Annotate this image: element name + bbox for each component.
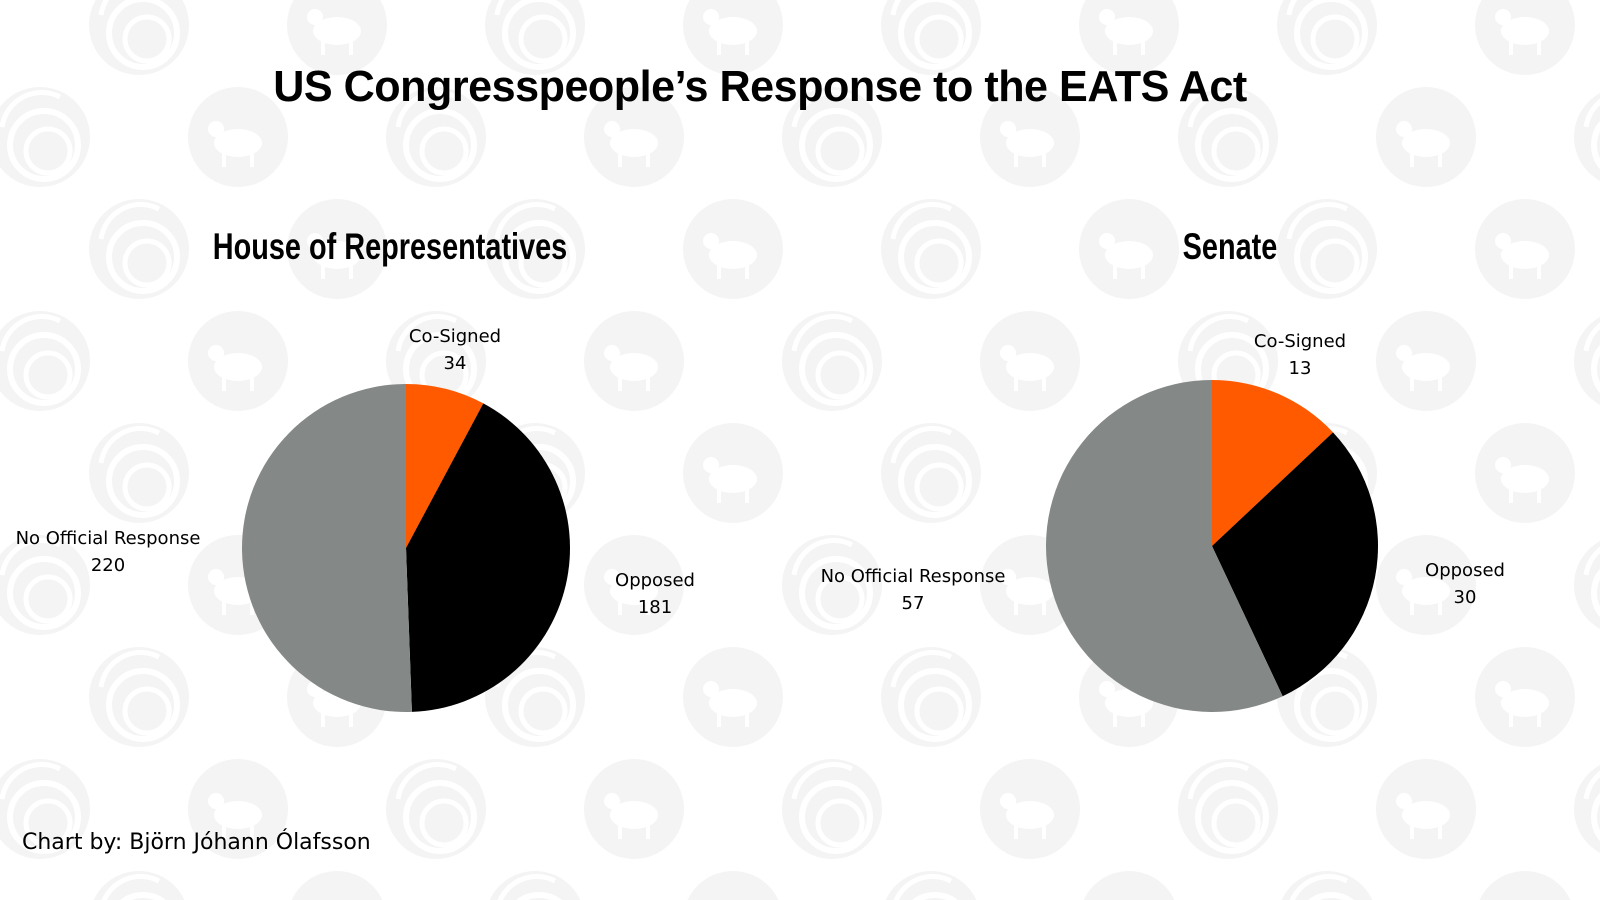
house-label-opposed: Opposed 181 [590,567,720,621]
house-label-co-signed: Co-Signed 34 [380,323,530,377]
house-no-response-value: 220 [90,555,126,576]
senate-opposed-value: 30 [1453,587,1477,608]
house-co-signed-value: 34 [443,353,467,374]
house-opposed-value: 181 [637,597,673,618]
senate-label-co-signed: Co-Signed 13 [1225,328,1375,382]
senate-slice-co-signed[interactable] [1212,380,1334,546]
house-label-no-response: No Official Response 220 [0,525,216,579]
senate-no-response-label: No Official Response [820,566,1006,587]
house-chart-title: House of Representatives [212,226,568,267]
senate-chart-title: Senate [1182,226,1278,267]
chart-title: US Congresspeople’s Response to the EATS… [273,62,1247,111]
house-slice-co-signed[interactable] [406,384,484,548]
senate-label-opposed: Opposed 30 [1400,557,1530,611]
senate-co-signed-value: 13 [1288,358,1312,379]
house-slice-no-official-response[interactable] [241,384,412,712]
house-opposed-label: Opposed [615,570,695,591]
senate-co-signed-label: Co-Signed [1253,331,1347,352]
senate-no-response-value: 57 [901,593,925,614]
senate-slice-no-official-response[interactable] [1046,379,1283,712]
house-no-response-label: No Official Response [15,528,201,549]
house-co-signed-label: Co-Signed [408,326,502,347]
senate-opposed-label: Opposed [1425,560,1505,581]
house-slice-opposed[interactable] [406,403,570,712]
senate-label-no-response: No Official Response 57 [805,563,1021,617]
chart-credit: Chart by: Björn Jóhann Ólafsson [22,830,371,855]
senate-slice-opposed[interactable] [1212,432,1378,697]
